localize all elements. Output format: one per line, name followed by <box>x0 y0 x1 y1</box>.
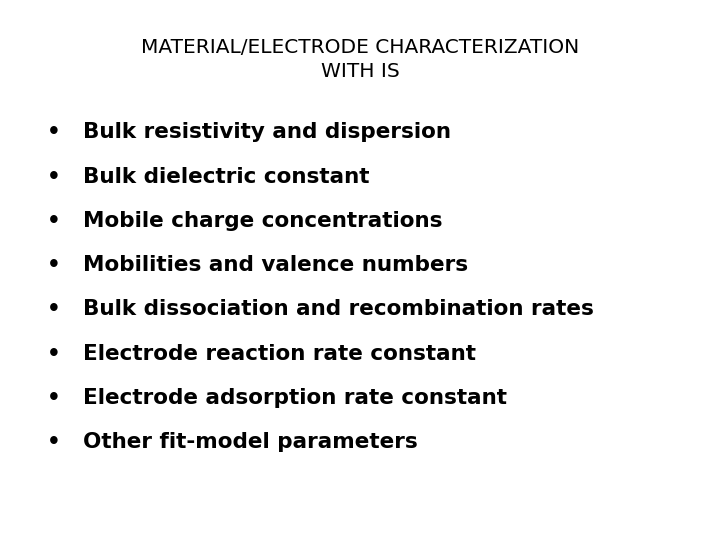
Text: •: • <box>47 255 61 275</box>
Text: •: • <box>47 122 61 143</box>
Text: Mobile charge concentrations: Mobile charge concentrations <box>83 211 442 231</box>
Text: Bulk dielectric constant: Bulk dielectric constant <box>83 166 369 187</box>
Text: Electrode reaction rate constant: Electrode reaction rate constant <box>83 343 476 364</box>
Text: •: • <box>47 299 61 320</box>
Text: •: • <box>47 388 61 408</box>
Text: Bulk resistivity and dispersion: Bulk resistivity and dispersion <box>83 122 451 143</box>
Text: Electrode adsorption rate constant: Electrode adsorption rate constant <box>83 388 507 408</box>
Text: Mobilities and valence numbers: Mobilities and valence numbers <box>83 255 468 275</box>
Text: Bulk dissociation and recombination rates: Bulk dissociation and recombination rate… <box>83 299 594 320</box>
Text: •: • <box>47 343 61 364</box>
Text: •: • <box>47 211 61 231</box>
Text: Other fit-model parameters: Other fit-model parameters <box>83 432 418 453</box>
Text: •: • <box>47 166 61 187</box>
Text: MATERIAL/ELECTRODE CHARACTERIZATION
WITH IS: MATERIAL/ELECTRODE CHARACTERIZATION WITH… <box>141 38 579 81</box>
Text: •: • <box>47 432 61 453</box>
